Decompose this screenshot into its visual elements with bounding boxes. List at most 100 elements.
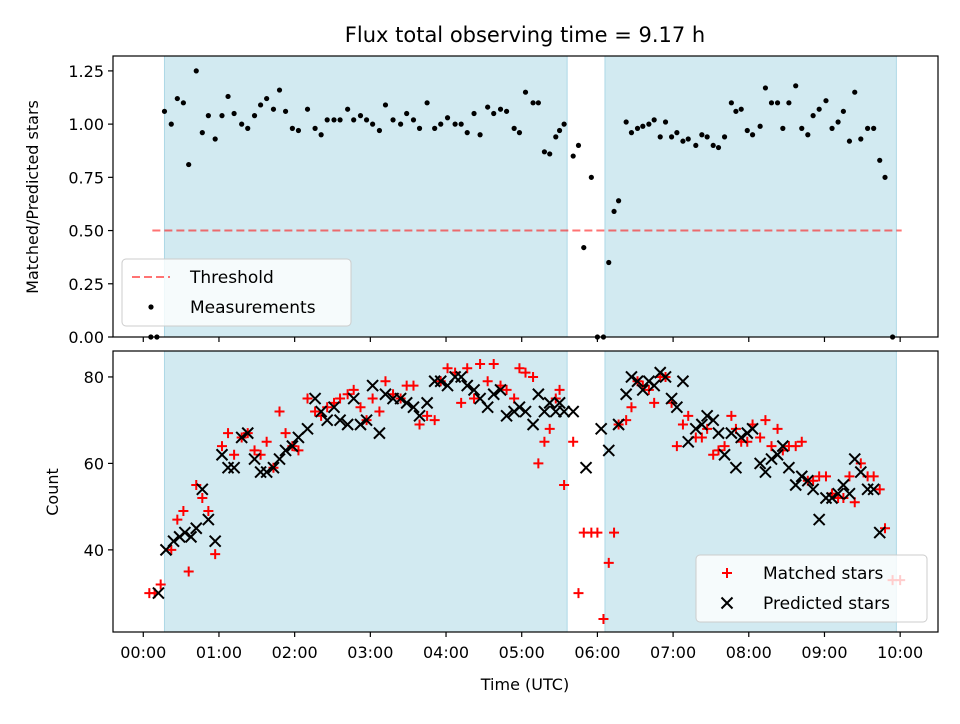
predicted-star-point: [196, 483, 209, 496]
predicted-star-point: [267, 461, 280, 474]
x-tick-label: 07:00: [650, 643, 696, 662]
matched-star-point: [708, 449, 719, 460]
predicted-star-point: [631, 375, 644, 388]
predicted-star-point: [753, 457, 767, 470]
predicted-star-point: [454, 370, 468, 384]
measurement-point: [721, 134, 728, 140]
matched-star-point: [713, 445, 724, 456]
matched-star-point: [874, 484, 885, 495]
matched-star-point: [274, 406, 285, 417]
matched-star-point: [844, 471, 855, 482]
predicted-star-point: [248, 452, 261, 466]
measurement-point: [882, 174, 888, 180]
measurement-point: [304, 106, 311, 112]
matched-star-point: [514, 363, 525, 374]
predicted-star-point: [215, 448, 229, 461]
measurement-point: [458, 121, 464, 127]
predicted-star-point: [420, 396, 434, 410]
measurement-point: [570, 153, 576, 159]
matched-star-point: [342, 389, 353, 400]
measurement-point: [728, 100, 734, 106]
predicted-star-point: [594, 422, 608, 436]
measurement-point: [805, 132, 811, 138]
measurement-point: [774, 100, 781, 106]
x-tick-label: 02:00: [272, 643, 318, 662]
measurement-point: [516, 130, 523, 136]
predicted-star-point: [467, 383, 481, 397]
measurement-point: [640, 123, 646, 129]
measurement-point: [535, 100, 541, 106]
matched-star-point: [210, 549, 221, 560]
y-tick-label: 0.25: [68, 275, 104, 294]
predicted-star-point: [407, 400, 420, 414]
legend-measurements-label: Measurements: [190, 298, 316, 318]
x-tick-label: 09:00: [801, 643, 847, 662]
matched-star-point: [475, 358, 486, 369]
measurement-point: [491, 110, 497, 117]
matched-star-point: [528, 371, 539, 382]
predicted-star-point: [825, 491, 839, 505]
measurement-point: [738, 106, 744, 112]
predicted-star-point: [208, 535, 222, 548]
measurement-point: [485, 104, 491, 110]
matched-star-point: [603, 557, 614, 568]
legend-matched-swatch: [722, 568, 732, 578]
measurement-point: [410, 117, 417, 123]
matched-star-point: [609, 527, 620, 538]
predicted-star-point: [167, 535, 180, 548]
matched-star-point: [469, 393, 480, 404]
matched-star-point: [671, 441, 682, 452]
matched-star-point: [414, 419, 425, 430]
predicted-star-point: [526, 418, 540, 431]
predicted-star-point: [795, 470, 808, 483]
predicted-star-point: [782, 461, 796, 474]
measurement-point: [877, 157, 883, 163]
legend-box: [695, 554, 928, 623]
matched-star-point: [302, 393, 313, 404]
measurement-point: [588, 174, 594, 180]
matched-star-point: [442, 363, 453, 374]
measurement-point: [245, 125, 251, 131]
measurement-point: [270, 106, 277, 112]
predicted-star-point: [867, 483, 880, 496]
measurement-point: [780, 125, 786, 131]
measurement-point: [858, 136, 864, 142]
predicted-star-point: [184, 530, 198, 544]
matched-star-point: [868, 471, 879, 482]
measurement-point: [799, 125, 805, 131]
observing-band: [604, 55, 897, 338]
measurement-point: [497, 106, 504, 112]
predicted-star-point: [670, 400, 684, 414]
measurement-point: [651, 117, 657, 123]
predicted-star-point: [202, 513, 215, 526]
predicted-star-point: [320, 413, 334, 427]
measurement-point: [693, 142, 699, 149]
predicted-star-point: [553, 396, 566, 410]
measurement-point: [398, 121, 404, 127]
predicted-star-point: [665, 392, 678, 405]
matched-star-point: [796, 436, 807, 447]
measurement-point: [530, 100, 536, 106]
predicted-star-point: [373, 426, 386, 440]
matched-star-point: [539, 436, 550, 447]
measurement-point: [295, 127, 302, 134]
matched-star-point: [155, 579, 166, 590]
x-tick-label: 03:00: [347, 643, 393, 662]
observing-band: [163, 350, 568, 633]
measurement-point: [852, 89, 858, 95]
ratio-panel: 0.00 0.25 0.50 0.75 1.00 1.25: [68, 55, 939, 347]
predicted-star-point: [543, 396, 556, 410]
matched-star-point: [429, 415, 440, 426]
measurement-point: [522, 89, 529, 95]
measurement-point: [444, 115, 451, 121]
matched-star-point: [696, 432, 707, 443]
predicted-star-point: [360, 413, 373, 427]
legend-threshold-label: Threshold: [189, 268, 274, 288]
predicted-star-point: [260, 465, 273, 479]
matched-star-point: [598, 614, 609, 625]
measurement-point: [351, 117, 357, 123]
measurement-point: [331, 117, 337, 123]
matched-star-point: [322, 402, 333, 413]
matched-star-point: [223, 428, 234, 439]
